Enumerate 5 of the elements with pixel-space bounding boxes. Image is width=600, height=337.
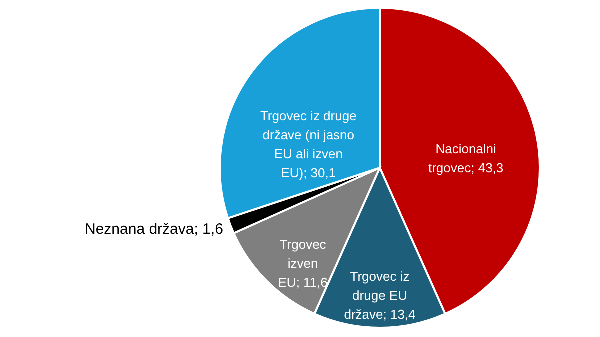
slice-label: Neznana država; 1,6 <box>84 220 224 238</box>
slice-label: Trgovec iz druge EU države; 13,4 <box>344 268 416 322</box>
slice-label: Trgovec izven EU; 11,6 <box>278 236 328 290</box>
slice-label: Nacionalni trgovec; 43,3 <box>428 142 504 176</box>
slice-label: Trgovec iz druge države (ni jasno EU ali izven EU); 30,1 <box>260 108 357 180</box>
